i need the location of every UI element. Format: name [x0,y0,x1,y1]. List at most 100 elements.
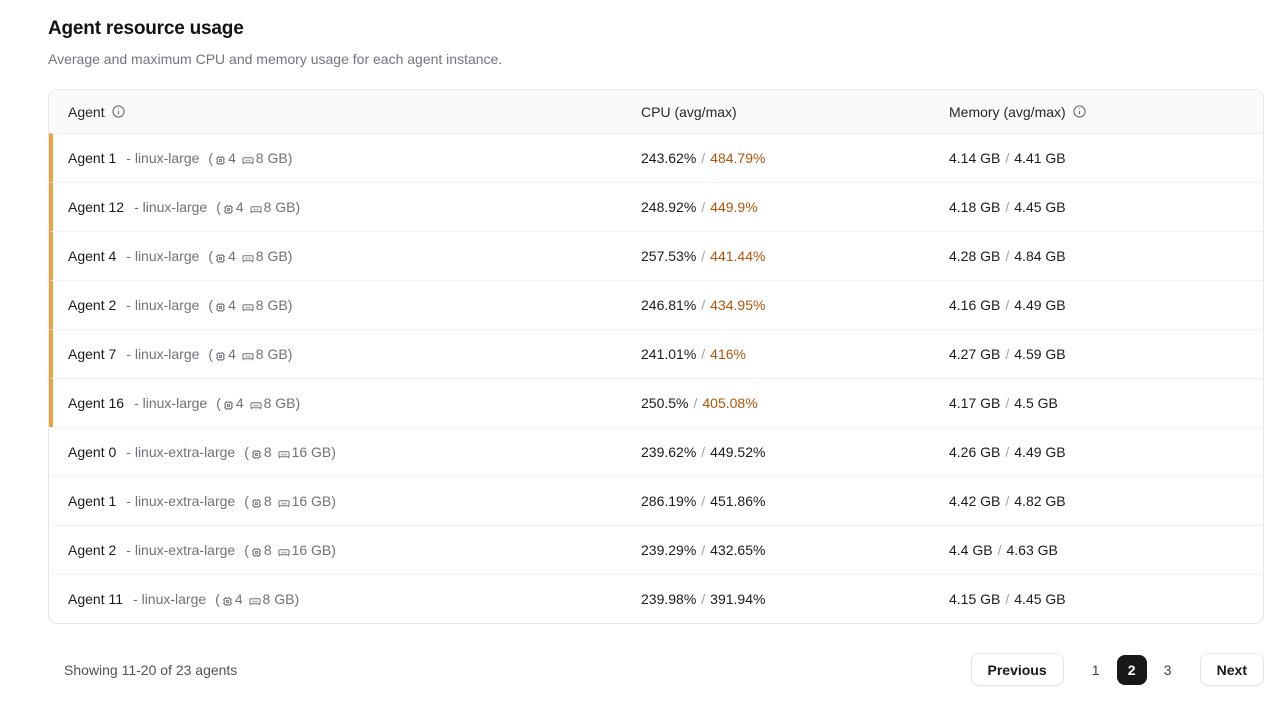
cpu-count: 4 [235,199,244,215]
memory-usage-cell: 4.17 GB/4.5 GB [949,395,1058,411]
agent-machine-type: - linux-extra-large [126,493,236,509]
cpu-usage-cell: 241.01%/416% [641,346,746,362]
ram-icon [249,203,263,216]
ram-size: 8 GB [263,199,296,215]
cpu-chip-icon [214,350,227,363]
cpu-avg-value: 239.62% [641,444,697,460]
cpu-avg-value: 286.19% [641,493,697,509]
memory-max-value: 4.63 GB [1006,542,1058,558]
memory-max-value: 4.82 GB [1014,493,1066,509]
table-row: Agent 16 - linux-large (4 8 GB) 250.5%/4… [49,378,1263,427]
agent-name: Agent 16 [68,395,125,411]
table-header-row: Agent CPU (avg/max) Memory (avg/max) [49,90,1263,133]
table-row: Agent 2 - linux-large (4 8 GB) 246.81%/4… [49,280,1263,329]
cpu-count: 8 [263,444,272,460]
agent-spec: (8 16 GB) [244,493,336,509]
cpu-max-value: 449.9% [710,199,758,215]
cpu-max-value: 391.94% [710,591,766,607]
cpu-usage-cell: 250.5%/405.08% [641,395,758,411]
memory-usage-cell: 4.4 GB/4.63 GB [949,542,1058,558]
info-icon[interactable] [111,105,125,118]
agent-machine-type: - linux-large [133,591,207,607]
agent-cell: Agent 16 - linux-large (4 8 GB) [68,395,641,411]
cpu-max-value: 451.86% [710,493,766,509]
agent-cell: Agent 2 - linux-extra-large (8 16 GB) [68,542,641,558]
ram-icon [249,399,263,412]
cpu-chip-icon [214,154,227,167]
ram-size: 16 GB [291,493,332,509]
memory-avg-value: 4.18 GB [949,199,1001,215]
memory-avg-value: 4.26 GB [949,444,1001,460]
agent-name: Agent 2 [68,542,117,558]
agent-cell: Agent 1 - linux-large (4 8 GB) [68,150,641,166]
info-icon[interactable] [1073,105,1086,118]
ram-size: 8 GB [262,591,295,607]
agent-machine-type: - linux-extra-large [126,444,236,460]
memory-column-label: Memory (avg/max) [949,103,1066,120]
cpu-count: 4 [228,150,236,166]
cpu-avg-value: 248.92% [641,199,697,215]
page-title: Agent resource usage [48,18,244,39]
cpu-chip-icon [222,203,235,216]
agent-spec: (4 8 GB) [208,248,293,264]
ram-size: 8 GB [255,150,288,166]
agent-spec: (4 8 GB) [208,346,293,363]
agent-cell: Agent 11 - linux-large (4 8 GB) [68,591,641,607]
agent-spec: (4 8 GB) [216,395,301,412]
cpu-chip-icon [250,497,263,510]
ram-icon [277,497,291,510]
memory-avg-value: 4.15 GB [949,591,1001,607]
ram-size: 8 GB [255,248,288,264]
agent-name: Agent 1 [68,493,117,509]
cpu-count: 4 [228,346,236,362]
agent-spec: (8 16 GB) [244,542,336,558]
agent-machine-type: - linux-large [126,297,200,313]
page-button[interactable]: 1 [1081,655,1111,685]
cpu-chip-icon [214,301,227,314]
cpu-usage-cell: 286.19%/451.86% [641,493,766,509]
ram-size: 16 GB [291,444,332,460]
agents-table: Agent CPU (avg/max) Memory (avg/max) [48,89,1264,624]
page-button[interactable]: 3 [1153,655,1183,685]
agent-name: Agent 1 [68,150,117,166]
cpu-chip-icon [222,399,235,412]
memory-usage-cell: 4.18 GB/4.45 GB [949,199,1066,215]
agent-cell: Agent 1 - linux-extra-large (8 16 GB) [68,493,641,509]
agent-name: Agent 4 [68,248,117,264]
cpu-usage-cell: 246.81%/434.95% [641,297,766,313]
agent-spec: (8 16 GB) [244,444,336,460]
page-button[interactable]: 2 [1116,654,1147,685]
cpu-avg-value: 243.62% [641,150,697,166]
table-row: Agent 1 - linux-large (4 8 GB) 243.62%/4… [49,133,1263,182]
agent-machine-type: - linux-extra-large [126,542,236,558]
cpu-max-value: 416% [710,346,746,362]
cpu-avg-value: 239.29% [641,542,697,558]
memory-avg-value: 4.16 GB [949,297,1001,313]
cpu-usage-cell: 257.53%/441.44% [641,248,766,264]
previous-page-button[interactable]: Previous [970,653,1064,686]
ram-icon [277,448,291,461]
table-row: Agent 11 - linux-large (4 8 GB) 239.98% /… [49,574,1263,623]
agent-cell: Agent 0 - linux-extra-large (8 16 GB) [68,444,641,460]
agent-name: Agent 11 [68,591,124,607]
memory-avg-value: 4.42 GB [949,493,1001,509]
ram-size: 8 GB [263,395,296,411]
cpu-max-value: 432.65% [710,542,766,558]
cpu-usage-cell: 239.98%/391.94% [641,591,766,607]
table-row: Agent 1 - linux-extra-large (8 16 GB) 28… [49,476,1263,525]
cpu-chip-icon [221,595,234,608]
showing-range-text: Showing 11-20 of 23 agents [64,661,238,678]
ram-size: 8 GB [255,297,288,313]
agent-spec: (4 8 GB) [208,150,293,167]
ram-icon [241,301,255,314]
cpu-max-value: 405.08% [702,395,758,411]
cpu-max-value: 441.44% [710,248,766,264]
agent-cell: Agent 7 - linux-large (4 8 GB) [68,346,641,362]
cpu-count: 4 [228,248,236,264]
memory-usage-cell: 4.15 GB/4.45 GB [949,591,1066,607]
cpu-count: 8 [263,493,272,509]
agent-cell: Agent 4 - linux-large (4 8 GB) [68,248,641,264]
next-page-button[interactable]: Next [1199,653,1264,686]
agent-name: Agent 0 [68,444,117,460]
